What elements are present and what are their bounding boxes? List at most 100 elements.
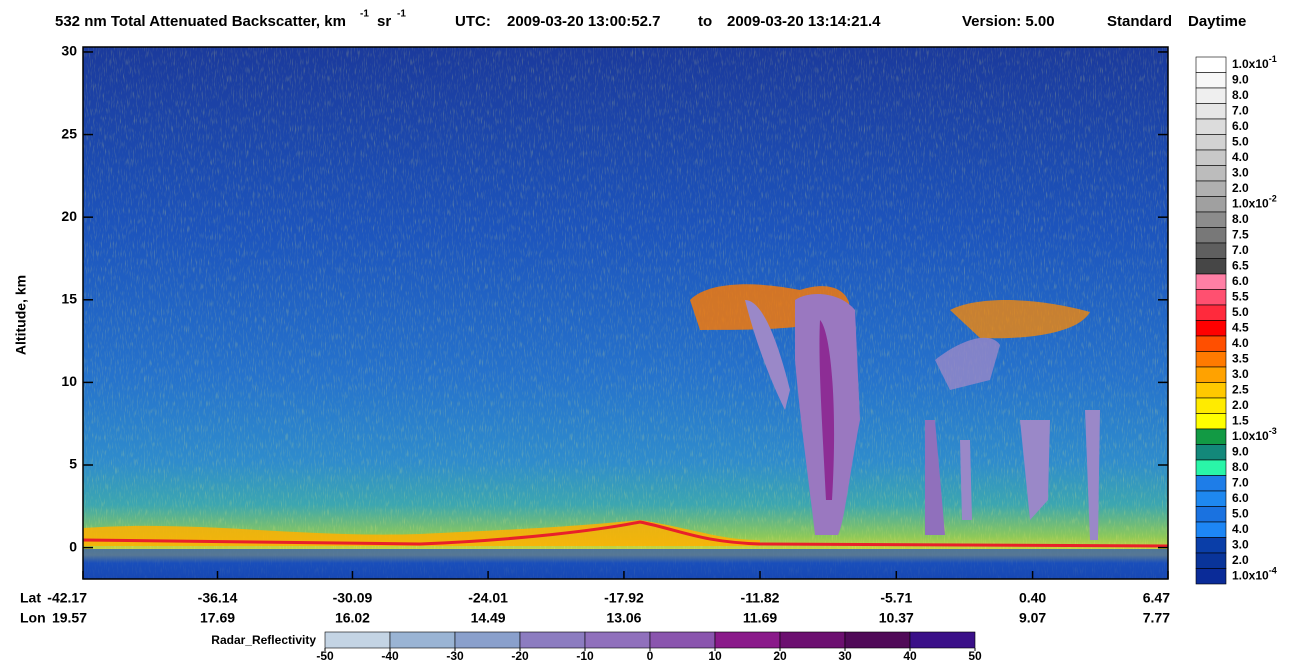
lat-label: 0.40 [1019,590,1046,606]
radar-swatch [324,631,391,649]
lat-label: -30.09 [333,590,373,606]
title-exponent: -1 [397,9,406,20]
colorbar-swatch [1195,366,1227,383]
colorbar-swatch [1195,273,1227,290]
lon-label: 7.77 [1143,610,1170,626]
colorbar-label-text: 7.0 [1232,103,1249,117]
colorbar-label-text: 2.0 [1232,398,1249,412]
lon-label: 14.49 [471,610,506,626]
radar-core [819,320,835,500]
colorbar-swatch [1195,397,1227,414]
colorbar-label-text: 6.0 [1232,119,1249,133]
colorbar-label-text: 6.5 [1232,258,1249,272]
colorbar-label-text: 3.0 [1232,537,1249,551]
y-tick-label: 5 [69,456,77,472]
radar-swatch [584,631,651,649]
colorbar-swatch [1195,521,1227,538]
title-unit: sr [377,13,391,30]
radar-swatch [909,631,976,649]
radar-swatch [389,631,456,649]
colorbar-label: 6.0 [1232,119,1249,133]
curtain-backdrop [82,46,1169,580]
y-tick-label: 15 [61,290,77,306]
version: Version: 5.00 [962,13,1055,30]
radar-tick-label: 50 [968,649,982,663]
colorbar-label: 2.0 [1232,398,1249,412]
radar-cloud [925,420,945,535]
radar-tick-label: 30 [838,649,852,663]
lon-label: 16.02 [335,610,370,626]
lon-label: 17.69 [200,610,235,626]
lon-label: 19.57 [52,610,87,626]
colorbar-swatch [1195,165,1227,182]
colorbar-label: 8.0 [1232,212,1249,226]
colorbar-label: 5.0 [1232,134,1249,148]
colorbar-label: 4.0 [1232,522,1249,536]
radar-tick-label: 40 [903,649,917,663]
plot-frame [82,46,1169,580]
colorbar-label-text: 6.0 [1232,491,1249,505]
colorbar-label-text: 5.5 [1232,289,1249,303]
row-label: Lat [20,590,41,606]
colorbar-label: 8.0 [1232,460,1249,474]
to-label: to [698,13,712,30]
subsurface [83,549,1168,579]
colorbar-label-text: 9.0 [1232,72,1249,86]
colorbar-label: 2.0 [1232,181,1249,195]
colorbar-swatch [1195,413,1227,430]
colorbar-swatch [1195,289,1227,306]
radar-swatch [714,631,781,649]
colorbar-swatch [1195,552,1227,569]
colorbar-label-text: 7.5 [1232,227,1249,241]
colorbar-label-text: 9.0 [1232,444,1249,458]
radar-tick-label: 0 [647,649,654,663]
colorbar-label-text: 4.0 [1232,150,1249,164]
colorbar-label: 6.0 [1232,491,1249,505]
colorbar-label: 4.5 [1232,320,1249,334]
colorbar-label: 7.5 [1232,227,1249,241]
colorbar-swatch [1195,304,1227,321]
colorbar-label-exp: -1 [1269,54,1277,64]
colorbar-label: 1.0x10-3 [1232,426,1277,443]
utc-label: UTC: [455,13,491,30]
colorbar-label-text: 1.0x10 [1232,196,1269,210]
radar-tick-label: 20 [773,649,787,663]
colorbar-label-text: 4.0 [1232,522,1249,536]
colorbar-label-text: 5.0 [1232,506,1249,520]
colorbar-swatch [1195,258,1227,275]
colorbar-label-text: 4.0 [1232,336,1249,350]
product: Standard [1107,13,1172,30]
colorbar-label-exp: -4 [1269,566,1277,576]
radar-tick-label: 10 [708,649,722,663]
colorbar-label: 9.0 [1232,72,1249,86]
end-time: 2009-03-20 13:14:21.4 [727,13,881,30]
radar-tick-label: -40 [381,649,399,663]
y-tick-label: 30 [61,43,77,59]
colorbar-label: 5.0 [1232,305,1249,319]
lat-label: -17.92 [604,590,644,606]
lat-label: -36.14 [198,590,238,606]
start-time: 2009-03-20 13:00:52.7 [507,13,660,30]
y-tick-label: 20 [61,208,77,224]
radar-cloud [935,337,1000,390]
colorbar-label: 1.0x10-2 [1232,194,1277,211]
row-label: Lon [20,610,46,626]
lat-label: -24.01 [468,590,508,606]
colorbar-label-text: 3.5 [1232,351,1249,365]
colorbar-label: 2.5 [1232,382,1249,396]
colorbar-swatch [1195,351,1227,368]
y-tick-label: 0 [69,538,77,554]
colorbar-label: 1.0x10-1 [1232,54,1277,71]
radar-tick-label: -30 [446,649,464,663]
colorbar-swatch [1195,72,1227,89]
colorbar-swatch [1195,459,1227,476]
lat-label: 6.47 [1143,590,1170,606]
colorbar-swatch [1195,118,1227,135]
colorbar-label-text: 8.0 [1232,88,1249,102]
colorbar-label: 9.0 [1232,444,1249,458]
colorbar-label: 3.0 [1232,165,1249,179]
colorbar-swatch [1195,568,1227,585]
colorbar-swatch [1195,180,1227,197]
